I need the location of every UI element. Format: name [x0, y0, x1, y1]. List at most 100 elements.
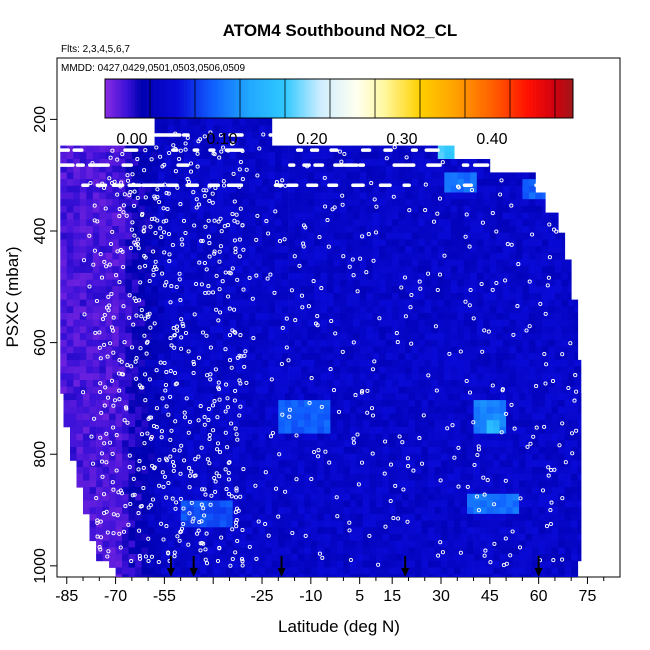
heatmap-cell — [301, 326, 308, 334]
heatmap-cell — [99, 313, 107, 321]
heatmap-cell — [200, 547, 208, 555]
heatmap-cell — [551, 440, 559, 448]
heatmap-cell — [281, 279, 289, 287]
heatmap-cell — [131, 165, 139, 173]
heatmap-cell — [424, 152, 432, 160]
heatmap-cell — [236, 286, 243, 294]
heatmap-cell — [307, 279, 315, 287]
heatmap-cell — [444, 299, 452, 307]
heatmap-cell — [281, 165, 289, 173]
heatmap-cell — [223, 205, 230, 213]
heatmap-cell — [109, 413, 116, 421]
heatmap-cell — [525, 406, 533, 414]
heatmap-cell — [213, 554, 221, 562]
heatmap-cell — [128, 447, 136, 455]
heatmap-cell — [314, 346, 321, 354]
heatmap-cell — [431, 279, 439, 287]
heatmap-cell — [288, 172, 295, 180]
heatmap-cell — [200, 527, 208, 535]
heatmap-cell — [431, 306, 439, 314]
heatmap-cell — [151, 292, 159, 300]
heatmap-cell — [291, 554, 299, 562]
heatmap-cell — [122, 447, 129, 455]
heatmap-cell — [483, 359, 491, 367]
heatmap-cell — [314, 279, 321, 287]
heatmap-cell — [294, 232, 302, 240]
heatmap-cell — [457, 259, 465, 267]
heatmap-cell — [167, 467, 175, 475]
heatmap-cell — [226, 467, 234, 475]
heatmap-cell — [187, 534, 195, 542]
heatmap-cell — [73, 346, 81, 354]
heatmap-cell — [131, 319, 139, 327]
heatmap-cell — [424, 279, 432, 287]
heatmap-cell — [219, 507, 227, 515]
heatmap-cell — [493, 433, 500, 441]
heatmap-cell — [515, 333, 523, 341]
heatmap-cell — [424, 205, 432, 213]
heatmap-cell — [577, 540, 582, 548]
heatmap-cell — [392, 239, 400, 247]
heatmap-cell — [232, 527, 240, 535]
heatmap-cell — [408, 480, 416, 488]
heatmap-cell — [424, 346, 432, 354]
heatmap-cell — [144, 192, 152, 200]
heatmap-cell — [558, 534, 566, 542]
heatmap-cell — [180, 473, 188, 481]
heatmap-cell — [548, 246, 556, 254]
heatmap-cell — [418, 272, 426, 280]
heatmap-cell — [297, 540, 305, 548]
heatmap-cell — [369, 460, 377, 468]
heatmap-cell — [454, 487, 461, 495]
heatmap-cell — [304, 507, 312, 515]
heatmap-cell — [268, 353, 276, 361]
heatmap-cell — [128, 460, 136, 468]
heatmap-cell — [193, 118, 201, 126]
heatmap-cell — [193, 433, 201, 441]
heatmap-cell — [493, 453, 500, 461]
heatmap-cell — [548, 226, 556, 234]
heatmap-cell — [66, 366, 74, 374]
heatmap-cell — [219, 433, 227, 441]
heatmap-cell — [226, 138, 234, 146]
heatmap-cell — [229, 292, 237, 300]
heatmap-cell — [301, 259, 308, 267]
heatmap-cell — [548, 319, 556, 327]
heatmap-cell — [223, 359, 230, 367]
heatmap-cell — [476, 292, 484, 300]
heatmap-cell — [577, 467, 582, 475]
heatmap-cell — [268, 292, 276, 300]
heatmap-cell — [99, 366, 107, 374]
heatmap-cell — [281, 313, 289, 321]
heatmap-cell — [444, 333, 452, 341]
heatmap-cell — [258, 560, 266, 568]
heatmap-cell — [112, 205, 120, 213]
heatmap-cell — [294, 179, 302, 187]
heatmap-cell — [512, 560, 520, 568]
heatmap-cell — [379, 272, 387, 280]
heatmap-cell — [437, 346, 445, 354]
heatmap-cell — [96, 433, 103, 441]
heatmap-cell — [281, 152, 289, 160]
heatmap-cell — [538, 433, 546, 441]
heatmap-cell — [457, 286, 465, 294]
heatmap-cell — [366, 199, 374, 207]
heatmap-cell — [424, 339, 432, 347]
heatmap-cell — [359, 205, 367, 213]
heatmap-cell — [431, 232, 439, 240]
heatmap-cell — [242, 380, 250, 388]
heatmap-cell — [249, 359, 256, 367]
heatmap-cell — [304, 567, 312, 575]
heatmap-cell — [307, 165, 315, 173]
heatmap-cell — [577, 473, 582, 481]
heatmap-cell — [200, 440, 208, 448]
heatmap-cell — [408, 540, 416, 548]
heatmap-cell — [99, 152, 107, 160]
heatmap-cell — [226, 480, 234, 488]
heatmap-cell — [128, 426, 136, 434]
heatmap-cell — [86, 145, 94, 153]
heatmap-cell — [519, 406, 526, 414]
heatmap-cell — [473, 534, 481, 542]
heatmap-cell — [395, 547, 403, 555]
heatmap-cell — [167, 500, 175, 508]
